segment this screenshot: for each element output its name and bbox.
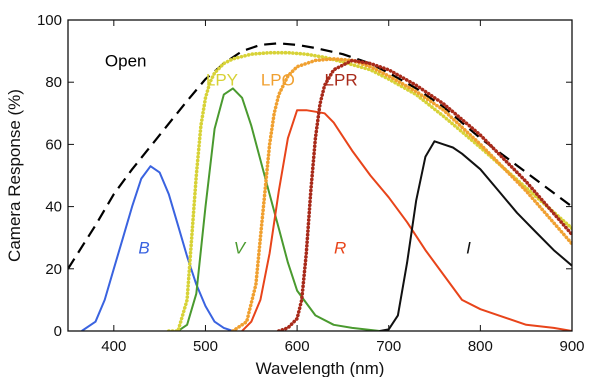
curve-label-b: B — [138, 238, 149, 257]
series-line-lpo — [231, 57, 572, 331]
series-line-open — [68, 42, 572, 270]
series-line-i — [379, 140, 572, 331]
curve-label-lpr: LPR — [325, 70, 358, 89]
curve-label-lpy: LPY — [206, 70, 238, 89]
curve-label-r: R — [334, 238, 346, 257]
y-tick-label: 80 — [45, 74, 62, 91]
curve-labels: Open LPY LPO LPR B V R I — [105, 52, 471, 258]
axis-ticks: 400 500 600 700 800 900 0 20 40 60 80 100 — [37, 12, 585, 355]
series-line-b — [81, 165, 234, 331]
x-tick-label: 400 — [101, 338, 126, 355]
y-tick-label: 0 — [54, 323, 62, 340]
curve-label-open: Open — [105, 52, 147, 71]
x-tick-label: 600 — [285, 338, 310, 355]
series-curves — [68, 42, 572, 331]
curve-label-v: V — [234, 238, 247, 257]
plot-frame — [67, 19, 573, 332]
series-line-lpy — [167, 50, 572, 331]
curve-label-lpo: LPO — [261, 70, 295, 89]
series-line-lpr — [277, 58, 572, 331]
y-tick-label: 40 — [45, 199, 62, 216]
x-tick-label: 900 — [559, 338, 584, 355]
y-tick-label: 20 — [45, 261, 62, 278]
series-line-r — [241, 109, 572, 331]
y-axis-title: Camera Response (%) — [5, 89, 24, 262]
series-line-v — [177, 87, 380, 331]
curve-label-i: I — [466, 238, 471, 257]
x-tick-label: 700 — [376, 338, 401, 355]
y-tick-label: 60 — [45, 136, 62, 153]
x-tick-label: 500 — [193, 338, 218, 355]
x-tick-label: 800 — [468, 338, 493, 355]
y-tick-label: 100 — [37, 12, 62, 29]
x-axis-title: Wavelength (nm) — [256, 359, 385, 377]
